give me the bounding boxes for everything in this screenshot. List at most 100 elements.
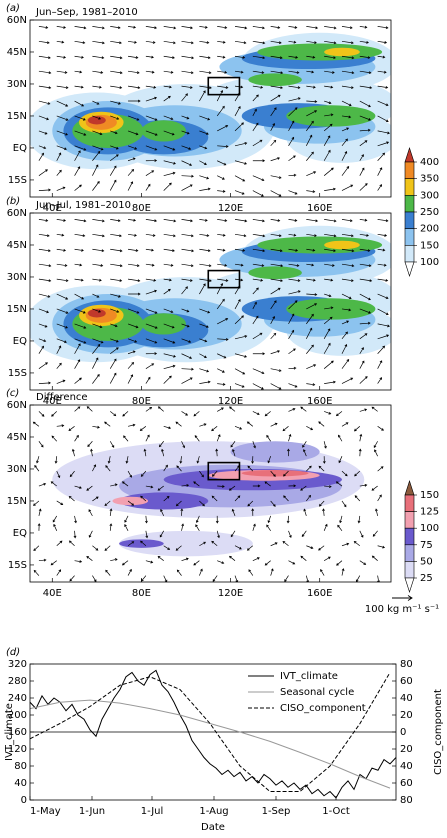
wind-vector — [38, 441, 44, 448]
wind-vector — [266, 524, 271, 532]
wind-vector — [252, 175, 265, 182]
wind-vector — [217, 248, 226, 252]
wind-vector — [145, 530, 149, 539]
panel-title: Jun–Jul, 1981–2010 — [35, 200, 131, 211]
wind-vector — [199, 130, 209, 135]
wind-vector — [140, 470, 147, 477]
wind-vector — [252, 85, 264, 89]
wind-vector — [341, 138, 348, 147]
wind-vector — [32, 421, 40, 427]
wind-vector — [163, 278, 172, 282]
wind-vector — [341, 344, 348, 354]
wind-vector — [176, 465, 182, 472]
wind-vector — [216, 90, 223, 102]
shading — [257, 236, 383, 254]
wind-vector — [175, 421, 182, 427]
wind-vector — [199, 541, 207, 547]
wind-vector — [324, 306, 334, 310]
wind-vector — [127, 263, 140, 268]
wind-vector — [306, 313, 314, 325]
wind-vector — [359, 140, 368, 147]
wind-vector — [341, 151, 348, 161]
x-tick-label: 80E — [132, 588, 151, 599]
colorbar-band — [404, 195, 415, 213]
wind-vector — [324, 70, 335, 74]
wind-vector — [217, 353, 227, 359]
wind-vector — [341, 377, 354, 384]
wind-vector — [270, 368, 282, 372]
wind-vector — [359, 115, 372, 121]
wind-vector — [54, 456, 58, 464]
wind-vector — [193, 481, 200, 487]
wind-vector — [109, 179, 117, 191]
y2-tick-label: 80 — [400, 659, 413, 670]
y-tick-label: 320 — [8, 659, 27, 670]
wind-vector — [56, 470, 61, 479]
x-tick-label: 160E — [307, 396, 332, 407]
wind-vector — [127, 500, 135, 506]
wind-vector — [234, 190, 245, 195]
wind-vector — [270, 278, 284, 283]
wind-vector — [110, 115, 120, 120]
wind-vector — [306, 293, 318, 297]
wind-vector — [234, 219, 248, 223]
wind-vector — [196, 456, 200, 464]
wind-vector — [359, 167, 365, 176]
wind-vector — [92, 40, 105, 45]
wind-vector — [341, 422, 349, 427]
wind-vector — [110, 263, 123, 268]
wind-vector — [306, 383, 316, 386]
wind-vector — [217, 55, 226, 59]
wind-vector — [377, 184, 382, 191]
wind-vector — [288, 366, 297, 370]
wind-vector — [323, 167, 334, 176]
wind-vector — [306, 494, 311, 502]
reference-vector — [392, 595, 413, 601]
y-tick-label: EQ — [13, 528, 27, 539]
wind-vector — [181, 557, 189, 562]
wind-vector — [163, 55, 175, 60]
wind-vector — [181, 483, 190, 487]
wind-vector — [110, 338, 119, 343]
wind-vector — [38, 145, 47, 150]
x-tick-label: 120E — [218, 588, 243, 599]
wind-vector — [92, 575, 97, 582]
wind-vector — [341, 55, 355, 60]
wind-vector — [145, 170, 155, 176]
wind-vector — [110, 323, 118, 328]
wind-vector — [288, 107, 298, 117]
wind-vector — [74, 560, 83, 563]
wind-vector — [92, 373, 100, 384]
wind-vector — [38, 188, 51, 192]
wind-vector — [199, 278, 212, 283]
wind-vector — [217, 85, 229, 89]
wind-vector — [145, 233, 156, 237]
wind-vector — [300, 485, 307, 491]
wind-vector — [110, 70, 123, 75]
wind-vector — [341, 331, 348, 340]
wind-vector — [145, 145, 158, 151]
wind-vector — [359, 40, 369, 44]
wind-vector — [74, 166, 81, 176]
wind-vector — [234, 40, 247, 45]
wind-vector — [234, 175, 246, 182]
wind-vector — [110, 293, 121, 298]
wind-vector — [92, 323, 103, 329]
wind-vector — [145, 85, 157, 89]
wind-vector — [306, 151, 314, 161]
wind-vector — [127, 70, 140, 75]
wind-vector — [87, 441, 93, 448]
wind-vector — [145, 560, 154, 564]
wind-vector — [181, 308, 190, 313]
wind-vector — [56, 263, 68, 267]
shading — [257, 43, 383, 61]
wind-vector — [270, 139, 277, 147]
wind-vector — [38, 293, 51, 298]
wind-vector — [229, 555, 236, 561]
wind-vector — [33, 545, 40, 552]
wind-vector — [234, 353, 248, 358]
wind-vector — [359, 408, 368, 412]
wind-vector — [56, 115, 69, 121]
wind-vector — [92, 248, 105, 253]
wind-vector — [56, 424, 65, 428]
